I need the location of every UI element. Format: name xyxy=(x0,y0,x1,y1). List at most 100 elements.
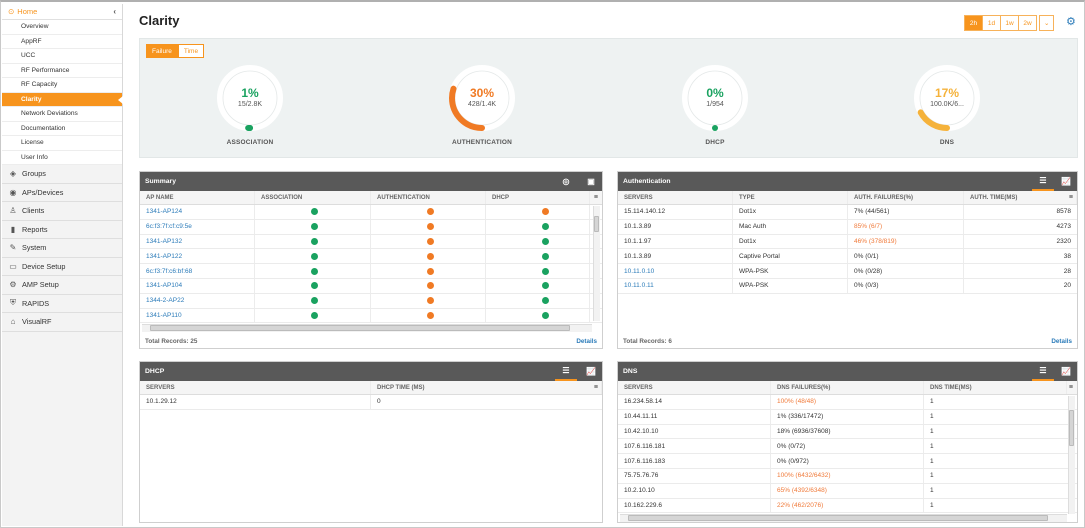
ap-name-link[interactable]: 1341-AP124 xyxy=(140,205,255,219)
table-row[interactable]: 10.44.11.11 1% (336/17472) 1 xyxy=(618,409,1077,425)
sidebar-item-rapids[interactable]: ⛨ RAPIDS xyxy=(2,294,122,313)
table-row[interactable]: 10.11.0.10 WPA-PSK 0% (0/28) 28 xyxy=(618,264,1077,279)
table-row[interactable]: 6c:f3:7f:c6:bf:68 xyxy=(140,264,602,279)
table-row[interactable]: 6c:f3:7f:cf:c9:5e xyxy=(140,219,602,235)
ap-name-link[interactable]: 1341-AP104 xyxy=(140,278,255,293)
authentication-details-link[interactable]: Details xyxy=(1051,337,1072,345)
gauge-dhcp: 0% 1/954 DHCP xyxy=(670,61,760,161)
table-row[interactable]: 1341-AP132 xyxy=(140,234,602,250)
column-menu-icon[interactable]: ≡ xyxy=(593,194,598,201)
dns-column-header[interactable]: DNS TIME(MS) xyxy=(924,381,1067,394)
sidebar-item-groups[interactable]: ◈ Groups xyxy=(2,165,122,184)
column-menu-icon[interactable]: ≡ xyxy=(1068,384,1073,391)
gear-icon[interactable]: ⚙ xyxy=(1066,16,1076,28)
table-row[interactable]: 10.11.0.11 WPA-PSK 0% (0/3) 20 xyxy=(618,278,1077,294)
collapse-icon[interactable]: ‹ xyxy=(113,7,116,16)
dhcp-column-header[interactable]: DHCP TIME (MS) xyxy=(371,381,602,394)
server-cell: 16.234.58.14 xyxy=(618,395,771,409)
sidebar-item-license[interactable]: License xyxy=(2,136,122,151)
table-row[interactable]: 16.234.58.14 100% (48/48) 1 xyxy=(618,395,1077,410)
sidebar-item-device-setup[interactable]: ▭ Device Setup xyxy=(2,257,122,276)
failure-toggle[interactable]: Failure xyxy=(146,44,178,58)
dns-column-header[interactable]: SERVERS xyxy=(618,381,771,394)
chart-view-icon[interactable]: 📈 xyxy=(1061,367,1071,376)
authentication-column-header[interactable]: AUTH. TIME(MS) xyxy=(964,191,1077,204)
filter-icon[interactable]: ◎ xyxy=(562,177,570,186)
dns-time-cell: 1 xyxy=(930,501,934,509)
dns-panel: DNS ☰ 📈 SERVERS DNS FAILURES(%) DNS TIME(M… xyxy=(617,361,1078,523)
list-view-icon[interactable]: ☰ xyxy=(1032,362,1054,381)
sidebar-item-clarity[interactable]: Clarity xyxy=(2,92,123,107)
table-row[interactable]: 107.6.116.181 0% (0/72) 1 xyxy=(618,439,1077,455)
sidebar-item-system[interactable]: ✎ System xyxy=(2,239,122,258)
summary-horizontal-scrollbar[interactable] xyxy=(142,324,592,332)
summary-details-link[interactable]: Details xyxy=(576,337,597,345)
sidebar-item-visualrf[interactable]: ⌂ VisualRF xyxy=(2,313,122,332)
sidebar-item-apprf[interactable]: AppRF xyxy=(2,34,122,49)
summary-vertical-scrollbar[interactable] xyxy=(593,206,600,321)
table-row[interactable]: 75.75.76.76 100% (6432/6432) 1 xyxy=(618,468,1077,484)
table-row[interactable]: 1341-AP122 xyxy=(140,249,602,265)
sidebar-item-amp-setup[interactable]: ⚙ AMP Setup xyxy=(2,276,122,295)
column-menu-icon[interactable]: ≡ xyxy=(1068,194,1073,201)
dhcp-status-dot xyxy=(542,208,549,216)
range-2h-button[interactable]: 2h xyxy=(964,15,983,31)
sidebar-item-rf-capacity[interactable]: RF Capacity xyxy=(2,78,122,93)
list-view-icon[interactable]: ☰ xyxy=(1032,172,1054,191)
table-row[interactable]: 107.6.116.183 0% (0/972) 1 xyxy=(618,454,1077,469)
dns-horizontal-scrollbar[interactable] xyxy=(620,514,1067,522)
list-view-icon[interactable]: ☰ xyxy=(555,362,577,381)
sidebar-item-user-info[interactable]: User Info xyxy=(2,150,122,165)
table-row[interactable]: 15.114.140.12 Dot1x 7% (44/561) 8578 xyxy=(618,205,1077,220)
sidebar-item-overview[interactable]: Overview xyxy=(2,20,122,35)
time-toggle[interactable]: Time xyxy=(177,44,205,58)
sidebar-item-ucc[interactable]: UCC xyxy=(2,49,122,64)
column-menu-icon[interactable]: ≡ xyxy=(593,384,598,391)
table-row[interactable]: 1344-2-AP22 xyxy=(140,293,602,309)
ap-name-link[interactable]: 6c:f3:7f:c6:bf:68 xyxy=(140,264,255,278)
table-row[interactable]: 1341-AP104 xyxy=(140,278,602,294)
server-cell: 10.44.11.11 xyxy=(618,409,771,424)
server-cell[interactable]: 10.11.0.11 xyxy=(618,278,733,293)
range-1w-button[interactable]: 1w xyxy=(1000,15,1019,31)
table-row[interactable]: 1341-AP124 xyxy=(140,205,602,220)
authentication-column-header[interactable]: AUTH. FAILURES(%) xyxy=(848,191,964,204)
dhcp-column-header[interactable]: SERVERS xyxy=(140,381,371,394)
authentication-column-header[interactable]: TYPE xyxy=(733,191,848,204)
table-row[interactable]: 10.162.229.6 22% (462/2076) 1 xyxy=(618,498,1077,514)
authentication-column-header[interactable]: SERVERS xyxy=(618,191,733,204)
range-1d-button[interactable]: 1d xyxy=(982,15,1001,31)
dns-column-header[interactable]: DNS FAILURES(%) xyxy=(771,381,924,394)
ap-name-link[interactable]: 1344-2-AP22 xyxy=(140,293,255,308)
range-2w-button[interactable]: 2w xyxy=(1018,15,1037,31)
sidebar-item-rf-performance[interactable]: RF Performance xyxy=(2,63,122,78)
sidebar-item-aps-devices[interactable]: ◉ APs/Devices xyxy=(2,183,122,202)
chart-view-icon[interactable]: 📈 xyxy=(1061,177,1071,186)
table-row[interactable]: 1341-AP110 xyxy=(140,308,602,324)
table-row[interactable]: 10.1.29.12 0 xyxy=(140,395,602,410)
table-row[interactable]: 10.42.10.10 18% (6936/37608) 1 xyxy=(618,424,1077,440)
table-row[interactable]: 10.1.3.89 Mac Auth 85% (6/7) 4273 xyxy=(618,219,1077,235)
table-row[interactable]: 10.1.1.97 Dot1x 46% (378/819) 2320 xyxy=(618,234,1077,250)
sidebar-item-documentation[interactable]: Documentation xyxy=(2,121,122,136)
sidebar-item-network-deviations[interactable]: Network Deviations xyxy=(2,107,122,122)
chart-view-icon[interactable]: 📈 xyxy=(586,367,596,376)
table-row[interactable]: 10.2.10.10 65% (4392/6348) 1 xyxy=(618,483,1077,499)
sidebar-item-reports[interactable]: ▮ Reports xyxy=(2,220,122,239)
ap-name-link[interactable]: 6c:f3:7f:cf:c9:5e xyxy=(140,219,255,234)
table-row[interactable]: 10.1.3.89 Captive Portal 0% (0/1) 38 xyxy=(618,249,1077,265)
ap-name-link[interactable]: 1341-AP122 xyxy=(140,249,255,264)
summary-column-header[interactable]: ASSOCIATION xyxy=(255,191,371,204)
sidebar-home[interactable]: ⊙ Home ‹ xyxy=(2,4,122,20)
summary-column-header[interactable]: AUTHENTICATION xyxy=(371,191,486,204)
range-dropdown-chevron-icon[interactable]: ⌄ xyxy=(1039,15,1055,31)
server-cell[interactable]: 10.11.0.10 xyxy=(618,264,733,278)
dns-vertical-scrollbar[interactable] xyxy=(1068,396,1075,514)
gauge-ring xyxy=(914,65,980,131)
ap-name-link[interactable]: 1341-AP110 xyxy=(140,308,255,323)
folder-icon[interactable]: ▣ xyxy=(587,177,595,186)
summary-column-header[interactable]: DHCP xyxy=(486,191,590,204)
ap-name-link[interactable]: 1341-AP132 xyxy=(140,234,255,249)
summary-column-header[interactable]: AP NAME xyxy=(140,191,255,204)
sidebar-item-clients[interactable]: ♙ Clients xyxy=(2,202,122,221)
